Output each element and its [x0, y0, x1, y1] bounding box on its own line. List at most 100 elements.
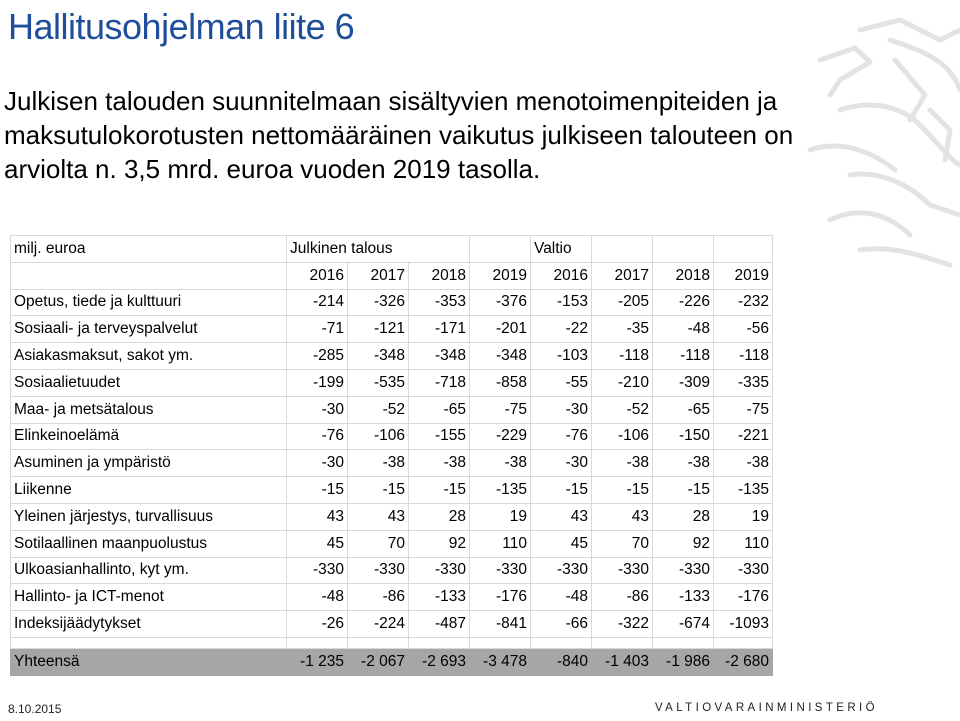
- value-cell: -2 067: [347, 647, 409, 676]
- value-cell: -52: [591, 395, 653, 424]
- value-cell: -15: [347, 476, 409, 504]
- value-cell: -133: [408, 583, 470, 612]
- value-cell: -1 986: [652, 647, 714, 676]
- value-cell: -65: [408, 395, 470, 424]
- table-row: Sosiaali- ja terveyspalvelut -71 -121 -171-…: [10, 315, 773, 344]
- table-row: Ulkoasianhallinto, kyt ym. -330 -330 -330 -3…: [10, 556, 773, 585]
- year-header: 2016: [530, 261, 592, 290]
- value-cell: -535: [347, 368, 409, 397]
- value-cell: -348: [469, 342, 531, 370]
- row-label: Yleinen järjestys, turvallisuus: [10, 502, 287, 531]
- table-row: Liikenne -15 -15 -15 -135 -15 -15 -15 -135: [10, 476, 773, 504]
- unit-label: milj. euroa: [10, 235, 287, 263]
- value-cell: -330: [591, 556, 653, 585]
- budget-impact-table: milj. euroa Julkinen talous Valtio 2016 …: [10, 235, 773, 676]
- value-cell: -86: [347, 583, 409, 612]
- value-cell: -348: [408, 342, 470, 370]
- value-cell: -30: [286, 395, 348, 424]
- value-cell: -210: [591, 368, 653, 397]
- value-cell: -30: [530, 449, 592, 478]
- value-cell: 43: [347, 502, 409, 531]
- value-cell: -135: [713, 476, 773, 504]
- value-cell: -330: [347, 556, 409, 585]
- table-row: Asiakasmaksut, sakot ym. -285 -348 -348 -348…: [10, 342, 773, 370]
- row-label: Ulkoasianhallinto, kyt ym.: [10, 556, 287, 585]
- row-label: Liikenne: [10, 476, 287, 504]
- table-row: Indeksijäädytykset -26 -224 -487 -841 -66 -322…: [10, 610, 773, 638]
- value-cell: 28: [652, 502, 714, 531]
- value-cell: -75: [713, 395, 773, 424]
- value-cell: -38: [652, 449, 714, 478]
- value-cell: -30: [530, 395, 592, 424]
- value-cell: -2 693: [408, 647, 470, 676]
- value-cell: -106: [347, 422, 409, 451]
- table-row: Maa- ja metsätalous -30 -52 -65 -75 -30 -52 -65…: [10, 395, 773, 424]
- value-cell: 70: [591, 529, 653, 558]
- row-label: Yhteensä: [10, 647, 287, 676]
- value-cell: -330: [286, 556, 348, 585]
- value-cell: 70: [347, 529, 409, 558]
- table-row: Asuminen ja ympäristö -30 -38 -38 -38 -30 -38-…: [10, 449, 773, 478]
- value-cell: -15: [591, 476, 653, 504]
- year-header: 2018: [652, 261, 714, 290]
- value-cell: -86: [591, 583, 653, 612]
- value-cell: 28: [408, 502, 470, 531]
- value-cell: -199: [286, 368, 348, 397]
- value-cell: -335: [713, 368, 773, 397]
- value-cell: -1 403: [591, 647, 653, 676]
- value-cell: -118: [713, 342, 773, 370]
- value-cell: -1 235: [286, 647, 348, 676]
- value-cell: -26: [286, 610, 348, 638]
- value-cell: 43: [591, 502, 653, 531]
- value-cell: -330: [530, 556, 592, 585]
- row-label: Sotilaallinen maanpuolustus: [10, 529, 287, 558]
- value-cell: -103: [530, 342, 592, 370]
- value-cell: -15: [530, 476, 592, 504]
- table-row: Elinkeinoelämä -76 -106 -155 -229 -76 -106 -150…: [10, 422, 773, 451]
- value-cell: -309: [652, 368, 714, 397]
- value-cell: -71: [286, 315, 348, 344]
- value-cell: -674: [652, 610, 714, 638]
- value-cell: -176: [469, 583, 531, 612]
- table-header-groups: milj. euroa Julkinen talous Valtio: [10, 235, 773, 263]
- value-cell: 45: [530, 529, 592, 558]
- value-cell: -38: [469, 449, 531, 478]
- slide-title: Hallitusohjelman liite 6: [8, 6, 355, 47]
- table-total-row: Yhteensä -1 235 -2 067 -2 693 -3 478 -840 -1 4…: [10, 647, 773, 676]
- value-cell: -330: [652, 556, 714, 585]
- group-header-state: Valtio: [530, 235, 592, 263]
- slide-body-text: Julkisen talouden suunnitelmaan sisältyv…: [4, 86, 794, 184]
- table-row: Opetus, tiede ja kulttuuri -214 -326 -353 -3…: [10, 288, 773, 317]
- value-cell: -2 680: [713, 647, 773, 676]
- value-cell: 43: [530, 502, 592, 531]
- coat-of-arms-lion-icon: [807, 17, 960, 268]
- row-label: Maa- ja metsätalous: [10, 395, 287, 424]
- value-cell: -205: [591, 288, 653, 317]
- year-header: 2019: [469, 261, 531, 290]
- year-header: 2016: [286, 261, 348, 290]
- value-cell: -376: [469, 288, 531, 317]
- year-header: 2017: [347, 261, 409, 290]
- value-cell: 19: [713, 502, 773, 531]
- table-row: Sotilaallinen maanpuolustus 45 70 92 110 45 70…: [10, 529, 773, 558]
- value-cell: -106: [591, 422, 653, 451]
- table-spacer-row: [10, 636, 773, 649]
- value-cell: -38: [713, 449, 773, 478]
- value-cell: -35: [591, 315, 653, 344]
- value-cell: -232: [713, 288, 773, 317]
- value-cell: -221: [713, 422, 773, 451]
- value-cell: -48: [530, 583, 592, 612]
- row-label: Elinkeinoelämä: [10, 422, 287, 451]
- value-cell: 43: [286, 502, 348, 531]
- value-cell: -1093: [713, 610, 773, 638]
- value-cell: -133: [652, 583, 714, 612]
- value-cell: -76: [286, 422, 348, 451]
- value-cell: 92: [408, 529, 470, 558]
- value-cell: -229: [469, 422, 531, 451]
- value-cell: -322: [591, 610, 653, 638]
- value-cell: -56: [713, 315, 773, 344]
- value-cell: -330: [713, 556, 773, 585]
- table-row: Hallinto- ja ICT-menot -48 -86 -133 -176 -48-…: [10, 583, 773, 612]
- value-cell: -487: [408, 610, 470, 638]
- value-cell: -330: [469, 556, 531, 585]
